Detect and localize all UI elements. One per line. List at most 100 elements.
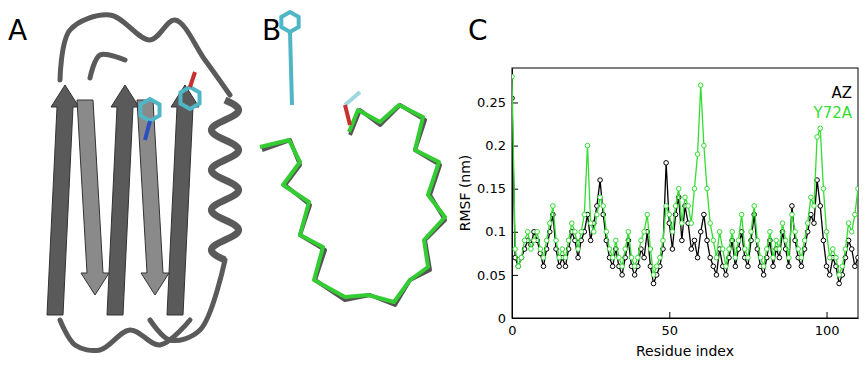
x-axis-title: Residue index — [636, 343, 734, 359]
data-point — [720, 247, 725, 252]
data-point — [698, 229, 703, 234]
data-point — [702, 143, 707, 148]
data-point — [695, 152, 700, 157]
data-point — [541, 255, 546, 260]
data-point — [519, 255, 524, 260]
data-point — [724, 264, 729, 269]
side-chain-bond — [290, 32, 292, 105]
backbone-overlay — [260, 12, 445, 305]
tick-mark — [512, 189, 518, 190]
data-point — [585, 143, 590, 148]
data-point — [768, 229, 773, 234]
data-point — [604, 229, 609, 234]
data-point — [711, 238, 716, 243]
data-point — [569, 221, 574, 226]
data-point — [714, 273, 719, 278]
data-point — [834, 255, 839, 260]
data-point — [563, 264, 568, 269]
data-point — [623, 247, 628, 252]
data-point — [664, 161, 669, 166]
data-point — [818, 204, 823, 209]
tick: 0 — [498, 311, 518, 326]
data-point — [551, 204, 556, 209]
data-point — [557, 264, 562, 269]
data-point — [563, 255, 568, 260]
data-point — [642, 229, 647, 234]
tick: 50 — [661, 312, 678, 338]
loop — [90, 54, 125, 78]
data-point — [783, 238, 788, 243]
beta-strand — [167, 85, 199, 315]
data-point — [727, 247, 732, 252]
data-point — [849, 247, 854, 252]
data-point — [689, 221, 694, 226]
helix — [211, 100, 238, 260]
data-point — [566, 238, 571, 243]
data-point — [512, 74, 514, 79]
plot-marks — [512, 74, 858, 285]
data-point — [683, 195, 688, 200]
data-point — [673, 204, 678, 209]
data-point — [588, 238, 593, 243]
series-line — [512, 77, 858, 275]
tick-label: 0.05 — [477, 268, 506, 283]
data-point — [661, 238, 666, 243]
tick: 0.25 — [477, 95, 518, 110]
data-point — [711, 264, 716, 269]
data-point — [764, 247, 769, 252]
data-point — [620, 273, 625, 278]
side-chain-bond — [345, 105, 350, 125]
protein-cartoon — [47, 15, 239, 351]
tick-label: 0 — [508, 323, 516, 338]
data-point — [771, 264, 776, 269]
data-point — [516, 264, 521, 269]
series-line — [512, 98, 858, 283]
data-point — [790, 212, 795, 217]
data-point — [610, 264, 615, 269]
data-point — [576, 247, 581, 252]
data-point — [774, 238, 779, 243]
loop — [60, 15, 230, 95]
data-point — [645, 212, 650, 217]
data-point — [758, 255, 763, 260]
tick: 0.05 — [477, 268, 518, 283]
x-axis: 0 50 100 — [508, 312, 858, 338]
data-point — [853, 264, 858, 269]
data-point — [752, 204, 757, 209]
backbone-mutant — [260, 105, 445, 302]
data-point — [588, 221, 593, 226]
data-point — [516, 264, 521, 269]
tick: 100 — [815, 312, 840, 338]
data-point — [579, 229, 584, 234]
y-axis: 00.050.10.150.20.25 — [477, 69, 518, 326]
data-point — [651, 281, 656, 286]
tick-label: 0.25 — [477, 95, 506, 110]
data-point — [695, 255, 700, 260]
data-point — [544, 238, 549, 243]
data-point — [529, 247, 534, 252]
data-point — [790, 204, 795, 209]
data-point — [541, 264, 546, 269]
data-point — [554, 238, 559, 243]
data-point — [787, 264, 792, 269]
data-point — [742, 247, 747, 252]
x-axis-line — [513, 318, 859, 319]
data-point — [815, 135, 820, 140]
data-point — [708, 221, 713, 226]
loop — [60, 320, 190, 351]
data-point — [698, 83, 703, 88]
data-point — [821, 186, 826, 191]
data-point — [717, 229, 722, 234]
data-point — [532, 238, 537, 243]
data-point — [831, 247, 836, 252]
data-point — [705, 238, 710, 243]
data-point — [761, 273, 766, 278]
data-point — [654, 264, 659, 269]
data-point — [610, 255, 615, 260]
data-point — [538, 247, 543, 252]
tick-mark — [512, 275, 518, 276]
tick-mark — [669, 312, 670, 318]
data-point — [680, 238, 685, 243]
side-chain-ring — [140, 99, 159, 121]
tick-label: 0.15 — [477, 181, 506, 196]
